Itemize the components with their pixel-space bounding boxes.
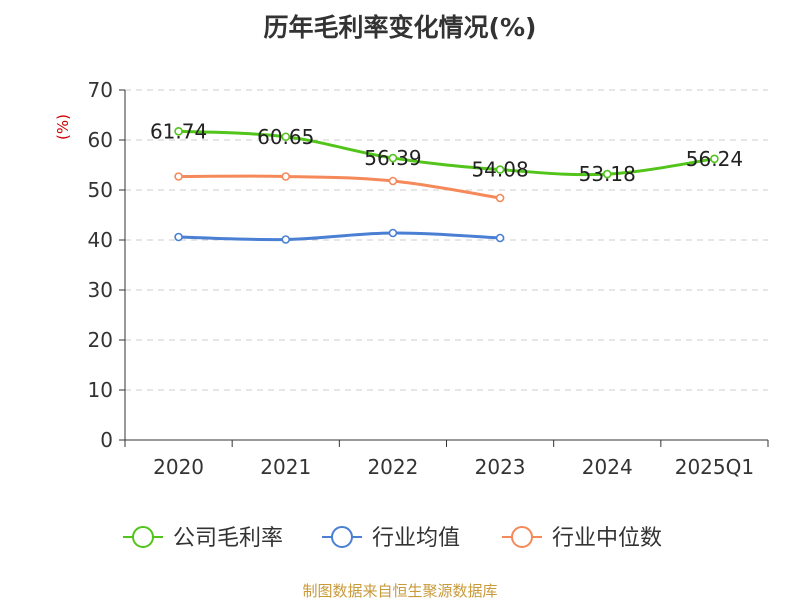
legend-label: 公司毛利率 <box>173 526 283 551</box>
axes: 0 10 20 30 40 50 60 70 2020 2021 2022 2023 2024 2025Q… <box>88 78 769 479</box>
y-tick-label: 0 <box>100 428 113 452</box>
data-point <box>174 232 183 242</box>
series-lines <box>174 127 719 244</box>
data-point <box>495 193 505 203</box>
data-point <box>388 153 398 163</box>
data-point <box>495 233 505 243</box>
x-tick-label: 2022 <box>367 455 418 479</box>
data-label: 56.39 <box>364 146 421 170</box>
legend-marker-icon <box>132 526 154 548</box>
legend-item[interactable]: 行业中位数 <box>502 526 662 551</box>
y-tick-label: 50 <box>88 178 113 202</box>
series-line <box>177 129 716 177</box>
y-tick-label: 10 <box>88 378 113 402</box>
x-tick-label: 2021 <box>260 455 311 479</box>
y-tick-label: 20 <box>88 328 113 352</box>
series-line <box>177 231 502 242</box>
data-labels: 61.74 60.65 56.39 54.08 53.18 56.24 <box>150 119 743 186</box>
data-point <box>495 165 505 174</box>
data-point <box>174 172 183 181</box>
data-point <box>710 154 719 164</box>
data-point <box>388 228 398 238</box>
legend-item[interactable]: 公司毛利率 <box>123 526 283 551</box>
data-point <box>281 235 291 244</box>
series-line <box>177 174 502 200</box>
data-label: 53.18 <box>579 162 636 186</box>
y-tick-label: 40 <box>88 228 113 252</box>
legend-marker-icon <box>511 526 533 548</box>
legend-item[interactable]: 行业均值 <box>322 526 460 551</box>
data-label: 54.08 <box>471 158 528 182</box>
legend-label: 行业中位数 <box>552 526 662 551</box>
y-tick-label: 70 <box>88 78 113 102</box>
data-point <box>602 169 612 179</box>
legend-label: 行业均值 <box>372 526 460 551</box>
data-point <box>388 176 398 186</box>
x-tick-label: 2023 <box>475 455 526 479</box>
y-tick-label: 30 <box>88 278 113 302</box>
data-label: 61.74 <box>150 119 207 143</box>
y-tick-label: 60 <box>88 128 113 152</box>
x-tick-label: 2020 <box>153 455 204 479</box>
x-tick-label: 2025Q1 <box>675 455 754 479</box>
source-note: 制图数据来自恒生聚源数据库 <box>302 582 497 600</box>
chart-title: 历年毛利率变化情况(%) <box>264 13 537 42</box>
data-point <box>174 127 183 136</box>
data-label: 60.65 <box>257 125 314 149</box>
data-label: 56.24 <box>686 147 743 171</box>
legend-marker-icon <box>331 526 353 548</box>
x-tick-label: 2024 <box>582 455 633 479</box>
legend: 公司毛利率 行业均值 行业中位数 <box>123 526 662 551</box>
data-point <box>281 172 291 181</box>
data-point <box>281 132 291 142</box>
y-axis-unit-label: (%) <box>54 114 72 140</box>
